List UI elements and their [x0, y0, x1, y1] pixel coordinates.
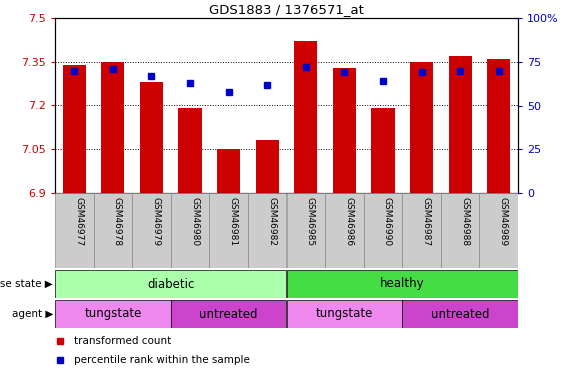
Text: GSM46978: GSM46978 — [113, 197, 122, 246]
Bar — [402, 193, 441, 268]
Text: GSM46989: GSM46989 — [499, 197, 508, 246]
Bar — [325, 193, 364, 268]
Text: GSM46986: GSM46986 — [345, 197, 354, 246]
Bar — [62, 64, 86, 193]
Bar — [480, 193, 518, 268]
Bar — [171, 193, 209, 268]
Text: GSM46985: GSM46985 — [306, 197, 315, 246]
Bar — [93, 193, 132, 268]
Bar — [101, 62, 124, 193]
Text: GSM46990: GSM46990 — [383, 197, 392, 246]
Text: untreated: untreated — [431, 308, 489, 321]
Text: GSM46979: GSM46979 — [151, 197, 160, 246]
Text: GSM46988: GSM46988 — [460, 197, 469, 246]
Bar — [364, 193, 402, 268]
Text: diabetic: diabetic — [147, 278, 194, 291]
Text: GDS1883 / 1376571_at: GDS1883 / 1376571_at — [209, 3, 364, 16]
Bar — [410, 62, 433, 193]
Text: agent ▶: agent ▶ — [12, 309, 53, 319]
Text: transformed count: transformed count — [74, 336, 171, 346]
Text: untreated: untreated — [199, 308, 258, 321]
Bar — [248, 193, 287, 268]
Text: GSM46981: GSM46981 — [229, 197, 238, 246]
Text: GSM46980: GSM46980 — [190, 197, 199, 246]
Bar — [171, 300, 287, 328]
Text: GSM46982: GSM46982 — [267, 197, 276, 246]
Bar — [132, 193, 171, 268]
Bar — [140, 82, 163, 193]
Bar — [287, 193, 325, 268]
Text: percentile rank within the sample: percentile rank within the sample — [74, 355, 249, 365]
Bar — [449, 56, 472, 193]
Bar — [178, 108, 202, 193]
Bar — [209, 193, 248, 268]
Bar — [441, 193, 480, 268]
Bar — [294, 41, 318, 193]
Bar — [55, 270, 287, 298]
Bar — [487, 59, 510, 193]
Bar — [217, 149, 240, 193]
Bar — [287, 270, 518, 298]
Text: disease state ▶: disease state ▶ — [0, 279, 53, 289]
Bar — [55, 300, 171, 328]
Text: tungstate: tungstate — [84, 308, 141, 321]
Bar — [55, 193, 93, 268]
Text: tungstate: tungstate — [316, 308, 373, 321]
Text: healthy: healthy — [380, 278, 425, 291]
Bar — [256, 141, 279, 193]
Bar — [402, 300, 518, 328]
Bar — [372, 108, 395, 193]
Text: GSM46987: GSM46987 — [422, 197, 431, 246]
Text: GSM46977: GSM46977 — [74, 197, 83, 246]
Bar — [287, 300, 402, 328]
Bar — [333, 68, 356, 193]
